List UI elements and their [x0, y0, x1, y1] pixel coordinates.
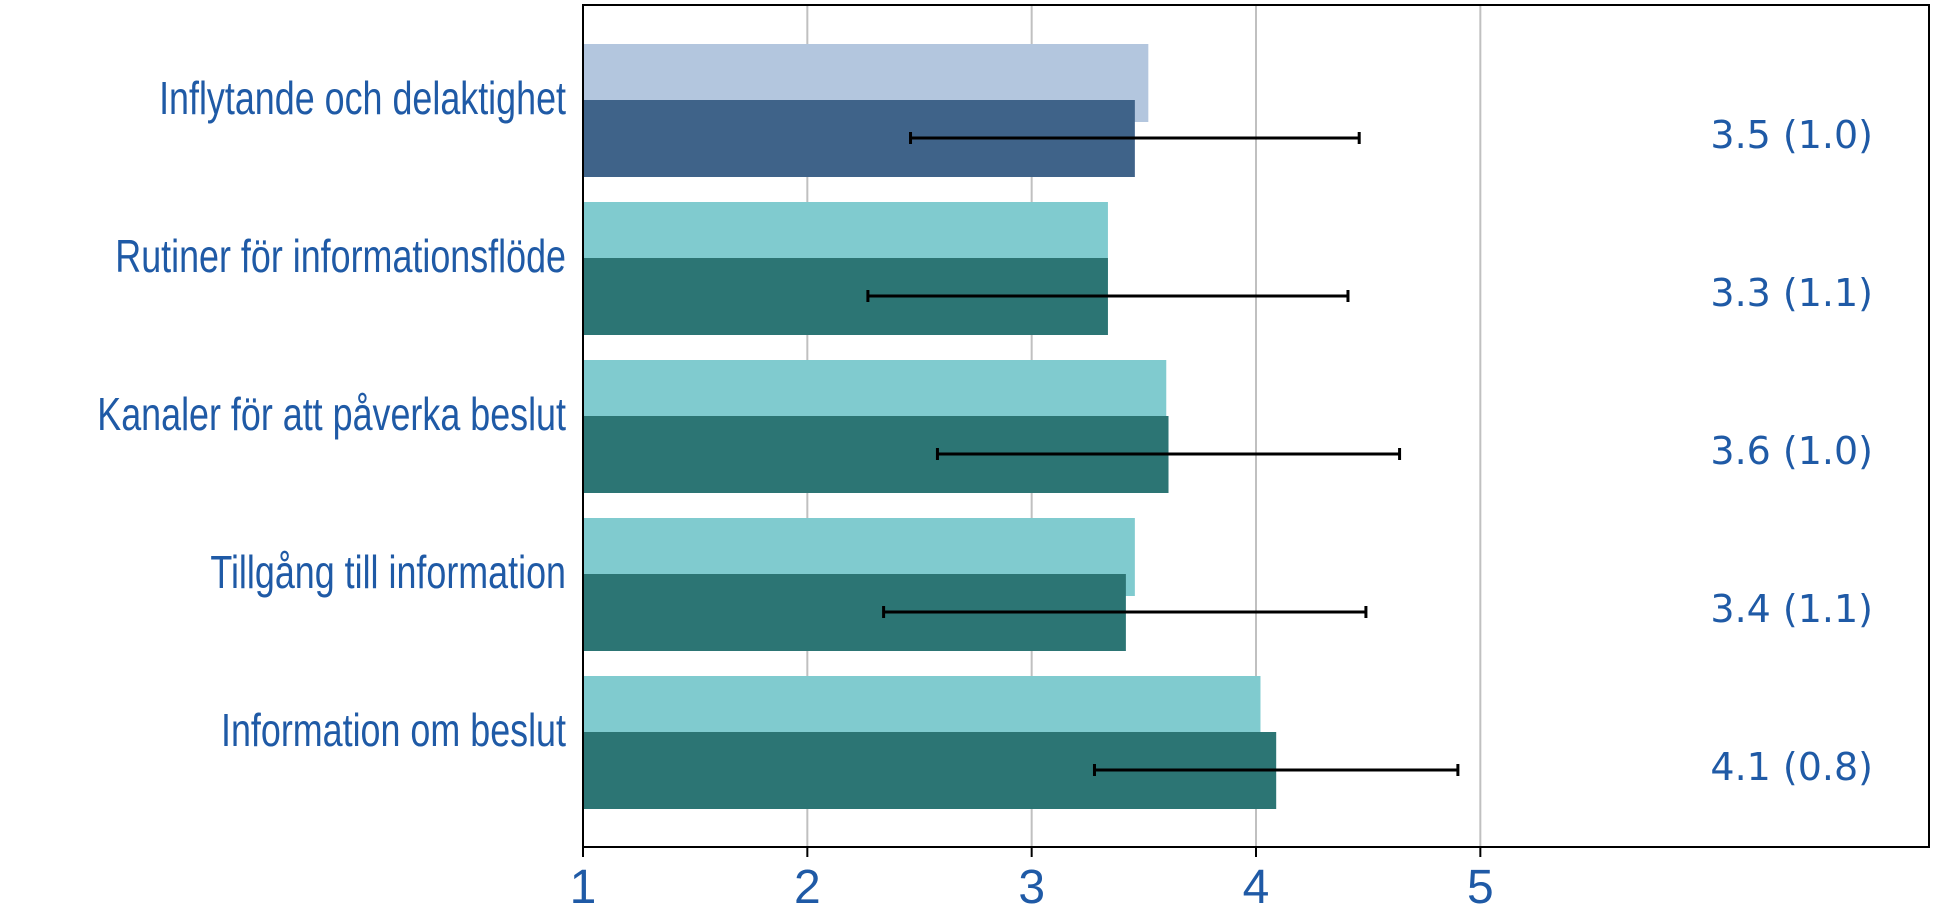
x-axis-ticks: 1 2 3 4 5	[570, 847, 1494, 906]
category-labels: Inflytande och delaktighet Rutiner för in…	[97, 72, 566, 756]
x-tick-label: 5	[1467, 861, 1494, 906]
category-label: Inflytande och delaktighet	[159, 72, 566, 124]
stat-label: 3.5 (1.0)	[1710, 113, 1873, 157]
x-tick-label: 2	[794, 861, 821, 906]
stat-label: 3.4 (1.1)	[1710, 587, 1873, 631]
category-label: Kanaler för att påverka beslut	[97, 388, 566, 440]
x-tick-label: 1	[570, 861, 597, 906]
x-tick-label: 4	[1243, 861, 1270, 906]
stat-label: 3.3 (1.1)	[1710, 271, 1873, 315]
category-label: Rutiner för informationsflöde	[115, 230, 566, 282]
bars	[583, 44, 1276, 809]
stat-labels: 3.5 (1.0) 3.3 (1.1) 3.6 (1.0) 3.4 (1.1) 4.1 …	[1710, 113, 1873, 789]
stat-label: 3.6 (1.0)	[1710, 429, 1873, 473]
x-tick-label: 3	[1018, 861, 1045, 906]
category-label: Information om beslut	[221, 704, 566, 756]
stat-label: 4.1 (0.8)	[1710, 745, 1873, 789]
category-label: Tillgång till information	[210, 546, 566, 598]
